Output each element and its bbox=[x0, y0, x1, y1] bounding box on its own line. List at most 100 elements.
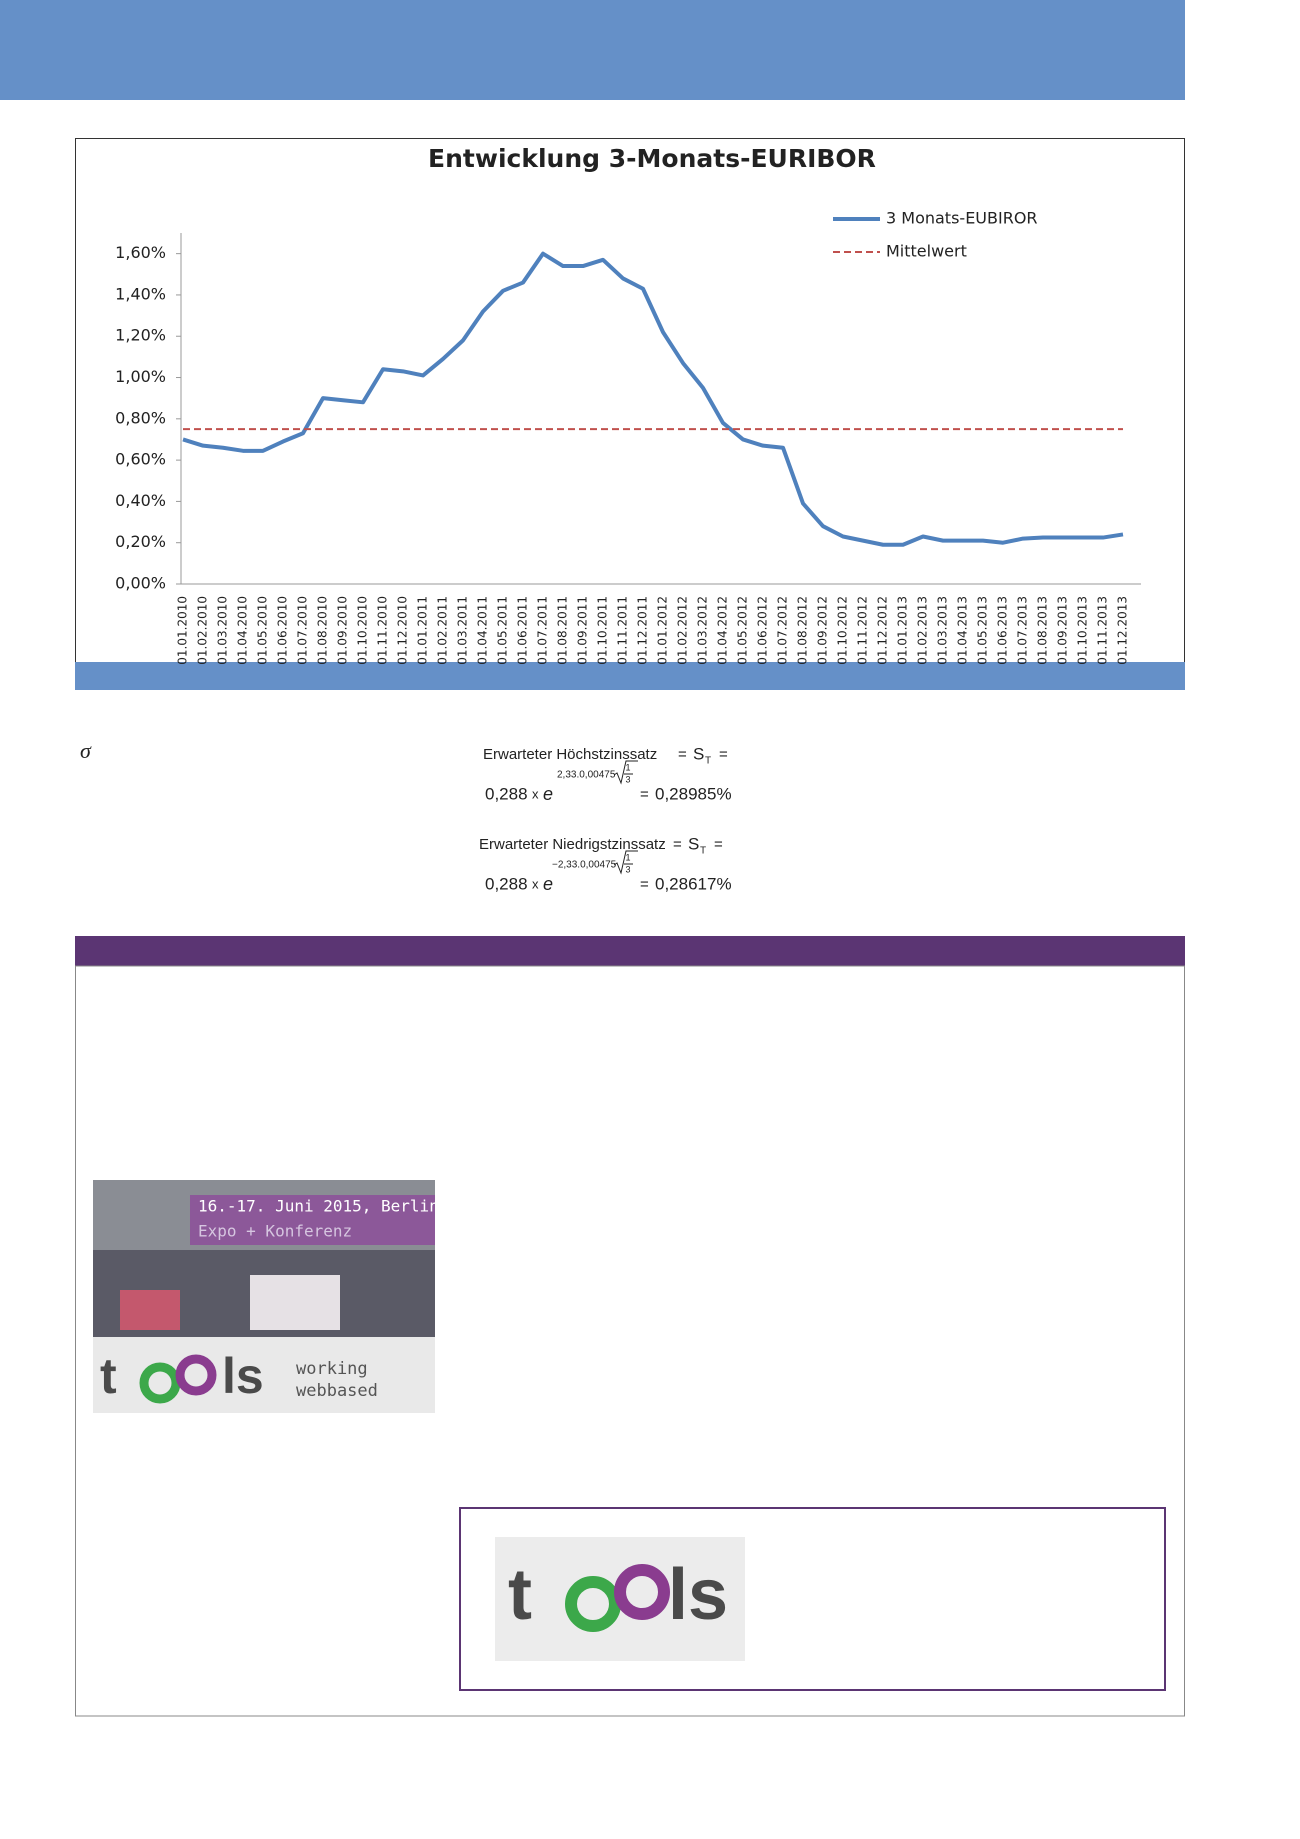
x-tick-label: 01.11.2010 bbox=[376, 596, 390, 665]
x-tick-label: 01.02.2013 bbox=[916, 596, 930, 665]
x-tick-label: 01.07.2013 bbox=[1016, 596, 1030, 665]
section-frame bbox=[75, 965, 1185, 1717]
formula-lhs: S bbox=[688, 834, 699, 853]
formula-e: e bbox=[543, 874, 553, 894]
logo-t: t bbox=[508, 1555, 532, 1635]
x-tick-label: 01.07.2010 bbox=[296, 596, 310, 665]
formula-num: 1 bbox=[625, 762, 630, 772]
y-tick-label: 1,40% bbox=[115, 284, 166, 303]
x-tick-label: 01.10.2013 bbox=[1076, 596, 1090, 665]
formula-label: Erwarteter Höchstzinssatz bbox=[483, 746, 657, 763]
x-tick-label: 01.05.2011 bbox=[496, 596, 510, 665]
formula-num: 1 bbox=[625, 852, 630, 862]
chart: 0,00% 0,20% 0,40% 0,60% 0,80% 1,00% 1,20% 1,40%… bbox=[115, 209, 1141, 665]
formula-eq: = bbox=[719, 746, 728, 763]
x-tick-label: 01.08.2012 bbox=[796, 596, 810, 665]
x-tick-label: 01.12.2011 bbox=[636, 596, 650, 665]
x-tick-label: 01.03.2012 bbox=[696, 596, 710, 665]
y-tick-label: 0,80% bbox=[115, 408, 166, 427]
x-tick-label: 01.11.2013 bbox=[1096, 596, 1110, 665]
info-box bbox=[459, 1507, 1166, 1691]
x-tick-label: 01.12.2013 bbox=[1116, 596, 1130, 665]
x-tick-label: 01.04.2010 bbox=[236, 596, 250, 665]
formula-den: 3 bbox=[625, 864, 630, 874]
y-tick-label: 1,20% bbox=[115, 326, 166, 345]
chart-footer-band bbox=[75, 662, 1185, 690]
formula-root bbox=[613, 850, 638, 875]
logo-o2 bbox=[175, 1354, 217, 1396]
formula-result: 0,28617% bbox=[655, 874, 732, 893]
formula-sub: T bbox=[700, 846, 706, 857]
formula-exponent: 2,33.0,00475 bbox=[557, 770, 616, 781]
banner-date-band bbox=[190, 1195, 435, 1245]
banner-stand bbox=[120, 1290, 180, 1330]
x-tick-label: 01.05.2010 bbox=[256, 596, 270, 665]
x-tick-label: 01.01.2012 bbox=[656, 596, 670, 665]
x-tick-label: 01.08.2011 bbox=[556, 596, 570, 665]
x-tick-label: 01.01.2011 bbox=[416, 596, 430, 665]
x-tick-label: 01.09.2012 bbox=[816, 596, 830, 665]
x-tick-label: 01.07.2012 bbox=[776, 596, 790, 665]
formula-sub: T bbox=[705, 756, 711, 767]
x-tick-label: 01.11.2011 bbox=[616, 596, 630, 665]
logo-o2 bbox=[614, 1564, 670, 1620]
x-tick-label: 01.09.2013 bbox=[1056, 596, 1070, 665]
y-tick-label: 1,00% bbox=[115, 367, 166, 386]
logo-o1 bbox=[565, 1576, 621, 1632]
x-tick-label: 01.10.2012 bbox=[836, 596, 850, 665]
x-tick-label: 01.04.2012 bbox=[716, 596, 730, 665]
y-tick-label: 0,40% bbox=[115, 491, 166, 510]
x-tick-label: 01.06.2013 bbox=[996, 596, 1010, 665]
x-tick-label: 01.10.2011 bbox=[596, 596, 610, 665]
formulas: Erwarteter Höchstzinssatz = S T =0,288 x e2,33… bbox=[479, 744, 732, 893]
section-band bbox=[75, 936, 1185, 966]
x-tick-label: 01.12.2010 bbox=[396, 596, 410, 665]
x-tick-label: 01.09.2010 bbox=[336, 596, 350, 665]
x-tick-label: 01.03.2013 bbox=[936, 596, 950, 665]
x-tick-label: 01.03.2010 bbox=[216, 596, 230, 665]
box-logo: t ls bbox=[495, 1537, 745, 1661]
x-tick-label: 01.08.2013 bbox=[1036, 596, 1050, 665]
x-tick-label: 01.06.2010 bbox=[276, 596, 290, 665]
header-band bbox=[0, 0, 1185, 100]
x-tick-label: 01.04.2011 bbox=[476, 596, 490, 665]
formula-eq: = bbox=[673, 836, 682, 853]
formula-times: x bbox=[532, 786, 539, 801]
x-tick-label: 01.06.2012 bbox=[756, 596, 770, 665]
formula-eq: = bbox=[678, 746, 687, 763]
formula-base: 0,288 bbox=[485, 874, 528, 893]
y-tick-label: 0,20% bbox=[115, 532, 166, 551]
x-tick-label: 01.09.2011 bbox=[576, 596, 590, 665]
logo-t: t bbox=[100, 1348, 117, 1404]
x-tick-label: 01.04.2013 bbox=[956, 596, 970, 665]
y-tick-label: 0,60% bbox=[115, 450, 166, 469]
x-tick-label: 01.12.2012 bbox=[876, 596, 890, 665]
x-tick-label: 01.02.2011 bbox=[436, 596, 450, 665]
x-tick-label: 01.11.2012 bbox=[856, 596, 870, 665]
banner-date: 16.-17. Juni 2015, Berlin bbox=[198, 1197, 439, 1216]
x-tick-label: 01.02.2012 bbox=[676, 596, 690, 665]
formula-eq: = bbox=[640, 876, 649, 893]
y-tick-label: 0,00% bbox=[115, 574, 166, 593]
x-tick-label: 01.05.2012 bbox=[736, 596, 750, 665]
banner-subtitle: Expo + Konferenz bbox=[198, 1222, 352, 1241]
formula-e: e bbox=[543, 784, 553, 804]
x-tick-label: 01.07.2011 bbox=[536, 596, 550, 665]
formula-eq: = bbox=[640, 786, 649, 803]
x-tick-label: 01.01.2013 bbox=[896, 596, 910, 665]
x-tick-label: 01.08.2010 bbox=[316, 596, 330, 665]
y-tick-label: 1,60% bbox=[115, 243, 166, 262]
x-tick-label: 01.02.2010 bbox=[196, 596, 210, 665]
logo-tag: webbased bbox=[296, 1381, 378, 1401]
formula-den: 3 bbox=[625, 774, 630, 784]
x-tick-label: 01.03.2011 bbox=[456, 596, 470, 665]
event-banner: 16.-17. Juni 2015, Berlin Expo + Konfere… bbox=[93, 1180, 439, 1413]
chart-frame bbox=[75, 138, 1185, 663]
x-tick-label: 01.01.2010 bbox=[176, 596, 190, 665]
formula-result: 0,28985% bbox=[655, 784, 732, 803]
formula-lhs: S bbox=[693, 744, 704, 763]
logo-o1 bbox=[139, 1362, 181, 1404]
x-tick-label: 01.05.2013 bbox=[976, 596, 990, 665]
logo-ls: ls bbox=[222, 1348, 264, 1404]
formula-label: Erwarteter Niedrigstzinssatz bbox=[479, 836, 666, 853]
